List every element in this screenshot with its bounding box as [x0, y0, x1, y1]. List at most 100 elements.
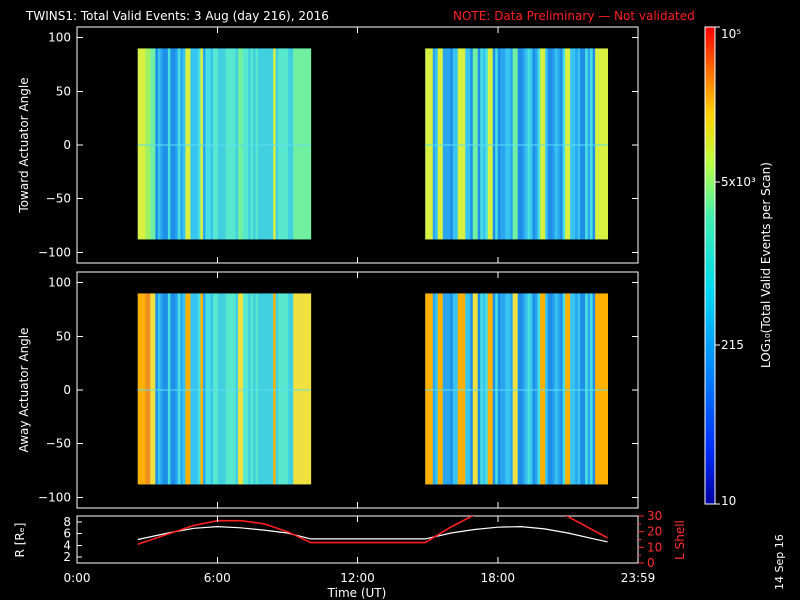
x-tick-label: 23:59 [621, 571, 656, 585]
away-heatmap-column [268, 293, 272, 485]
away-heatmap-column [432, 293, 436, 485]
toward-heatmap-column [475, 48, 479, 240]
toward-heatmap-column [300, 48, 304, 240]
colorbar-label: LOG₁₀(Total Valid Events per Scan) [759, 162, 773, 368]
toward-heatmap-column [202, 48, 206, 240]
away-heatmap-column [202, 293, 206, 485]
toward-heatmap-column [472, 48, 476, 240]
away-heatmap-column [250, 293, 254, 485]
toward-heatmap-column [535, 48, 539, 240]
away-heatmap-column [142, 293, 146, 485]
toward-heatmap-column [560, 48, 564, 240]
x-axis-label: Time (UT) [327, 586, 387, 600]
toward-heatmap-column [510, 48, 514, 240]
away-heatmap-column [512, 293, 516, 485]
away-heatmap-column [545, 293, 549, 485]
away-heatmap-column [308, 293, 312, 485]
away-heatmap-column [600, 293, 604, 485]
away-heatmap-column [265, 293, 269, 485]
toward-heatmap-column [270, 48, 274, 240]
away-heatmap-column [235, 293, 239, 485]
toward-heatmap-column [602, 48, 606, 240]
toward-heatmap-column [177, 48, 181, 240]
toward-heatmap-column [228, 48, 231, 240]
toward-heatmap-column [190, 48, 194, 240]
toward-heatmap-column [255, 48, 259, 240]
away-heatmap-column [150, 293, 154, 485]
away-heatmap-column [167, 293, 171, 485]
away-heatmap-column [180, 293, 184, 485]
away-heatmap-column [480, 293, 484, 485]
y-tick-label: −50 [46, 192, 71, 206]
y-tick-label: 50 [56, 84, 71, 98]
preliminary-note: NOTE: Data Preliminary — Not validated [453, 9, 695, 23]
toward-heatmap-column [150, 48, 154, 240]
toward-heatmap-column [550, 48, 554, 240]
away-heatmap-column [450, 293, 454, 485]
toward-heatmap-column [175, 48, 179, 240]
toward-heatmap-column [265, 48, 269, 240]
away-heatmap-column [605, 293, 609, 485]
toward-heatmap-column [197, 48, 201, 240]
toward-heatmap-column [480, 48, 484, 240]
away-heatmap-column [572, 293, 576, 485]
toward-heatmap-column [500, 48, 504, 240]
away-heatmap-column [452, 293, 456, 485]
toward-heatmap-column [155, 48, 159, 240]
away-heatmap-column [207, 293, 211, 485]
away-heatmap-column [225, 293, 229, 485]
away-heatmap-column [160, 293, 164, 485]
away-heatmap-column [590, 293, 594, 485]
plot-timestamp: 14 Sep 16 [773, 534, 786, 590]
away-heatmap-column [587, 293, 591, 485]
toward-heatmap-column [275, 48, 279, 240]
away-y-label: Away Actuator Angle [17, 327, 31, 452]
away-heatmap-column [542, 293, 546, 485]
toward-heatmap-column [555, 48, 559, 240]
away-heatmap-column [560, 293, 564, 485]
toward-heatmap-column [205, 48, 209, 240]
toward-heatmap-column [263, 48, 267, 240]
toward-heatmap-column [207, 48, 211, 240]
toward-heatmap-column [147, 48, 151, 240]
toward-heatmap-column [557, 48, 561, 240]
toward-heatmap-column [477, 48, 481, 240]
away-heatmap-column [162, 293, 166, 485]
toward-heatmap-column [470, 48, 474, 240]
orbit-right-tick-label: 10 [647, 540, 662, 554]
toward-y-label: Toward Actuator Angle [17, 77, 31, 213]
toward-heatmap-column [248, 48, 251, 240]
toward-heatmap-column [172, 48, 176, 240]
toward-heatmap-column [547, 48, 551, 240]
toward-heatmap-column [305, 48, 309, 240]
toward-heatmap-column [303, 48, 307, 240]
toward-heatmap-column [542, 48, 546, 240]
toward-heatmap-column [540, 48, 544, 240]
orbit-right-label: L Shell [673, 520, 687, 560]
y-tick-label: −100 [38, 245, 71, 259]
away-heatmap-column [303, 293, 307, 485]
away-heatmap-column [200, 293, 204, 485]
away-heatmap-column [275, 293, 279, 485]
y-tick-label: 0 [63, 138, 71, 152]
toward-heatmap-column [590, 48, 594, 240]
toward-heatmap-column [482, 48, 486, 240]
away-heatmap [137, 293, 609, 485]
toward-heatmap-column [240, 48, 244, 240]
toward-heatmap-column [485, 48, 489, 240]
away-heatmap-column [595, 293, 599, 485]
away-heatmap-column [293, 293, 297, 485]
away-heatmap-column [497, 293, 501, 485]
colorbar-tick-label: 10⁵ [721, 27, 741, 41]
toward-heatmap-column [167, 48, 171, 240]
away-heatmap-column [140, 293, 144, 485]
x-tick-label: 12:00 [340, 571, 375, 585]
toward-heatmap-column [517, 48, 521, 240]
toward-heatmap-column [437, 48, 441, 240]
toward-heatmap-column [585, 48, 589, 240]
away-heatmap-column [510, 293, 514, 485]
away-heatmap-column [440, 293, 444, 485]
x-tick-label: 6:00 [204, 571, 231, 585]
x-tick-label: 0:00 [64, 571, 91, 585]
